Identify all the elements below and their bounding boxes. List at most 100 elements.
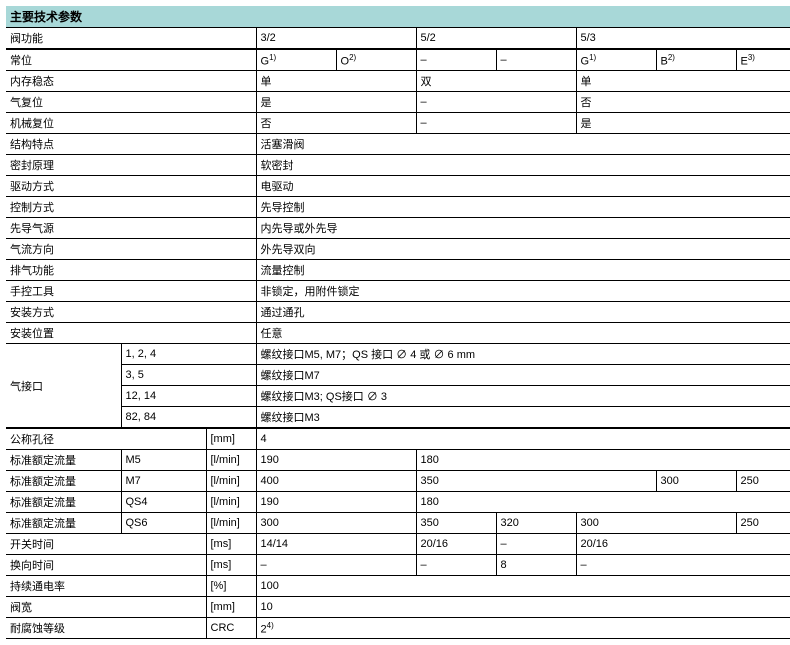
cell: E3) — [736, 49, 790, 71]
lbl: 安装方式 — [6, 302, 256, 323]
cell: 100 — [256, 576, 790, 597]
cell: 任意 — [256, 323, 790, 344]
cell: 螺纹接口M7 — [256, 365, 790, 386]
hdr-32: 3/2 — [256, 28, 416, 50]
row-flow-qs6: 标准额定流量 QS6 [l/min] 300 350 320 300 250 — [6, 513, 790, 534]
unit: [l/min] — [206, 492, 256, 513]
sub: 82, 84 — [121, 407, 256, 429]
unit: [mm] — [206, 597, 256, 618]
sub: M7 — [121, 471, 206, 492]
cell: 流量控制 — [256, 260, 790, 281]
row-ctrl: 控制方式先导控制 — [6, 197, 790, 218]
sub: QS6 — [121, 513, 206, 534]
row-flow-m7: 标准额定流量 M7 [l/min] 400 350 300 250 — [6, 471, 790, 492]
cell: 250 — [736, 471, 790, 492]
cell: 300 — [656, 471, 736, 492]
sub: 1, 2, 4 — [121, 344, 256, 365]
cell: 14/14 — [256, 534, 416, 555]
unit: [ms] — [206, 555, 256, 576]
cell: – — [416, 49, 496, 71]
row-pos: 安装位置任意 — [6, 323, 790, 344]
header-row: 阀功能 3/2 5/2 5/3 — [6, 28, 790, 50]
row-exhaust: 排气功能流量控制 — [6, 260, 790, 281]
cell: 双 — [416, 71, 576, 92]
cell: 400 — [256, 471, 416, 492]
cell: 190 — [256, 492, 416, 513]
row-seal: 密封原理软密封 — [6, 155, 790, 176]
cell: 250 — [736, 513, 790, 534]
cell: 8 — [496, 555, 576, 576]
cell: 180 — [416, 450, 790, 471]
sub: QS4 — [121, 492, 206, 513]
unit: [l/min] — [206, 471, 256, 492]
cell: 非锁定，用附件锁定 — [256, 281, 790, 302]
cell: 24) — [256, 618, 790, 639]
cell: 350 — [416, 471, 656, 492]
lbl: 密封原理 — [6, 155, 256, 176]
cell: – — [576, 555, 790, 576]
lbl: 气流方向 — [6, 239, 256, 260]
lbl: 机械复位 — [6, 113, 256, 134]
lbl: 内存稳态 — [6, 71, 256, 92]
cell: 外先导双向 — [256, 239, 790, 260]
row-struct: 结构特点活塞滑阀 — [6, 134, 790, 155]
row-flowdir: 气流方向外先导双向 — [6, 239, 790, 260]
cell: 活塞滑阀 — [256, 134, 790, 155]
row-port-4: 82, 84螺纹接口M3 — [6, 407, 790, 429]
lbl: 换向时间 — [6, 555, 206, 576]
lbl: 控制方式 — [6, 197, 256, 218]
row-flow-m5: 标准额定流量 M5 [l/min] 190 180 — [6, 450, 790, 471]
cell: 20/16 — [576, 534, 790, 555]
row-mem: 内存稳态 单 双 单 — [6, 71, 790, 92]
row-normal: 常位 G1) O2) – – G1) B2) E3) — [6, 49, 790, 71]
lbl: 耐腐蚀等级 — [6, 618, 206, 639]
sub: M5 — [121, 450, 206, 471]
hdr-52: 5/2 — [416, 28, 576, 50]
unit: [ms] — [206, 534, 256, 555]
unit: [mm] — [206, 428, 256, 450]
row-port-2: 3, 5螺纹接口M7 — [6, 365, 790, 386]
lbl: 手控工具 — [6, 281, 256, 302]
row-pilot: 先导气源内先导或外先导 — [6, 218, 790, 239]
lbl: 驱动方式 — [6, 176, 256, 197]
lbl: 结构特点 — [6, 134, 256, 155]
lbl: 气接口 — [6, 344, 121, 429]
cell: G1) — [256, 49, 336, 71]
row-mount: 安装方式通过通孔 — [6, 302, 790, 323]
table-title: 主要技术参数 — [6, 6, 790, 28]
cell: B2) — [656, 49, 736, 71]
lbl: 标准额定流量 — [6, 513, 121, 534]
unit: CRC — [206, 618, 256, 639]
cell: 软密封 — [256, 155, 790, 176]
cell: 300 — [576, 513, 736, 534]
cell: – — [496, 49, 576, 71]
cell: 先导控制 — [256, 197, 790, 218]
cell: – — [416, 113, 576, 134]
row-corr: 耐腐蚀等级 CRC 24) — [6, 618, 790, 639]
row-port-3: 12, 14螺纹接口M3; QS接口 ∅ 3 — [6, 386, 790, 407]
lbl: 标准额定流量 — [6, 471, 121, 492]
sub: 3, 5 — [121, 365, 256, 386]
cell: 190 — [256, 450, 416, 471]
cell: 是 — [256, 92, 416, 113]
cell: O2) — [336, 49, 416, 71]
cell: 通过通孔 — [256, 302, 790, 323]
cell: 内先导或外先导 — [256, 218, 790, 239]
hdr-53: 5/3 — [576, 28, 790, 50]
unit: [%] — [206, 576, 256, 597]
title-row: 主要技术参数 — [6, 6, 790, 28]
lbl: 气复位 — [6, 92, 256, 113]
row-air: 气复位 是 – 否 — [6, 92, 790, 113]
cell: 单 — [576, 71, 790, 92]
lbl: 常位 — [6, 49, 256, 71]
cell: 350 — [416, 513, 496, 534]
hdr-function: 阀功能 — [6, 28, 256, 50]
row-swtime: 开关时间 [ms] 14/14 20/16 – 20/16 — [6, 534, 790, 555]
cell: 10 — [256, 597, 790, 618]
cell: 电驱动 — [256, 176, 790, 197]
unit: [l/min] — [206, 513, 256, 534]
row-width: 阀宽 [mm] 10 — [6, 597, 790, 618]
row-dn: 公称孔径 [mm] 4 — [6, 428, 790, 450]
cell: G1) — [576, 49, 656, 71]
row-mech: 机械复位 否 – 是 — [6, 113, 790, 134]
